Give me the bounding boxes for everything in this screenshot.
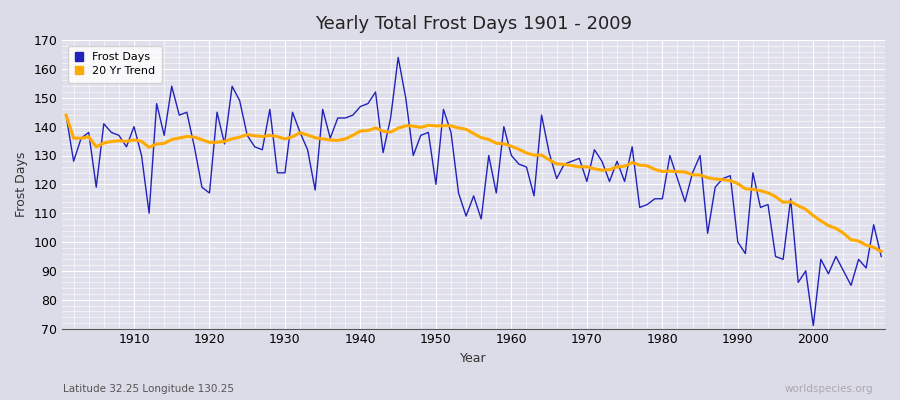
Legend: Frost Days, 20 Yr Trend: Frost Days, 20 Yr Trend <box>68 46 162 82</box>
Frost Days <box>808 323 819 328</box>
Frost Days <box>121 144 131 149</box>
Frost Days <box>514 162 525 166</box>
20 Yr Trend <box>60 113 71 118</box>
20 Yr Trend <box>876 249 886 254</box>
X-axis label: Year: Year <box>460 352 487 365</box>
Frost Days <box>60 113 71 118</box>
Frost Days <box>287 110 298 115</box>
Text: Latitude 32.25 Longitude 130.25: Latitude 32.25 Longitude 130.25 <box>63 384 234 394</box>
Text: worldspecies.org: worldspecies.org <box>785 384 873 394</box>
Line: 20 Yr Trend: 20 Yr Trend <box>66 115 881 252</box>
20 Yr Trend <box>597 168 608 173</box>
Title: Yearly Total Frost Days 1901 - 2009: Yearly Total Frost Days 1901 - 2009 <box>315 15 632 33</box>
Frost Days <box>604 179 615 184</box>
Frost Days <box>332 116 343 120</box>
20 Yr Trend <box>499 142 509 146</box>
Frost Days <box>506 153 517 158</box>
20 Yr Trend <box>121 139 131 144</box>
20 Yr Trend <box>332 138 343 143</box>
Line: Frost Days: Frost Days <box>66 58 881 326</box>
Frost Days <box>392 55 403 60</box>
Y-axis label: Frost Days: Frost Days <box>15 152 28 217</box>
20 Yr Trend <box>506 144 517 149</box>
Frost Days <box>876 254 886 259</box>
20 Yr Trend <box>287 134 298 139</box>
